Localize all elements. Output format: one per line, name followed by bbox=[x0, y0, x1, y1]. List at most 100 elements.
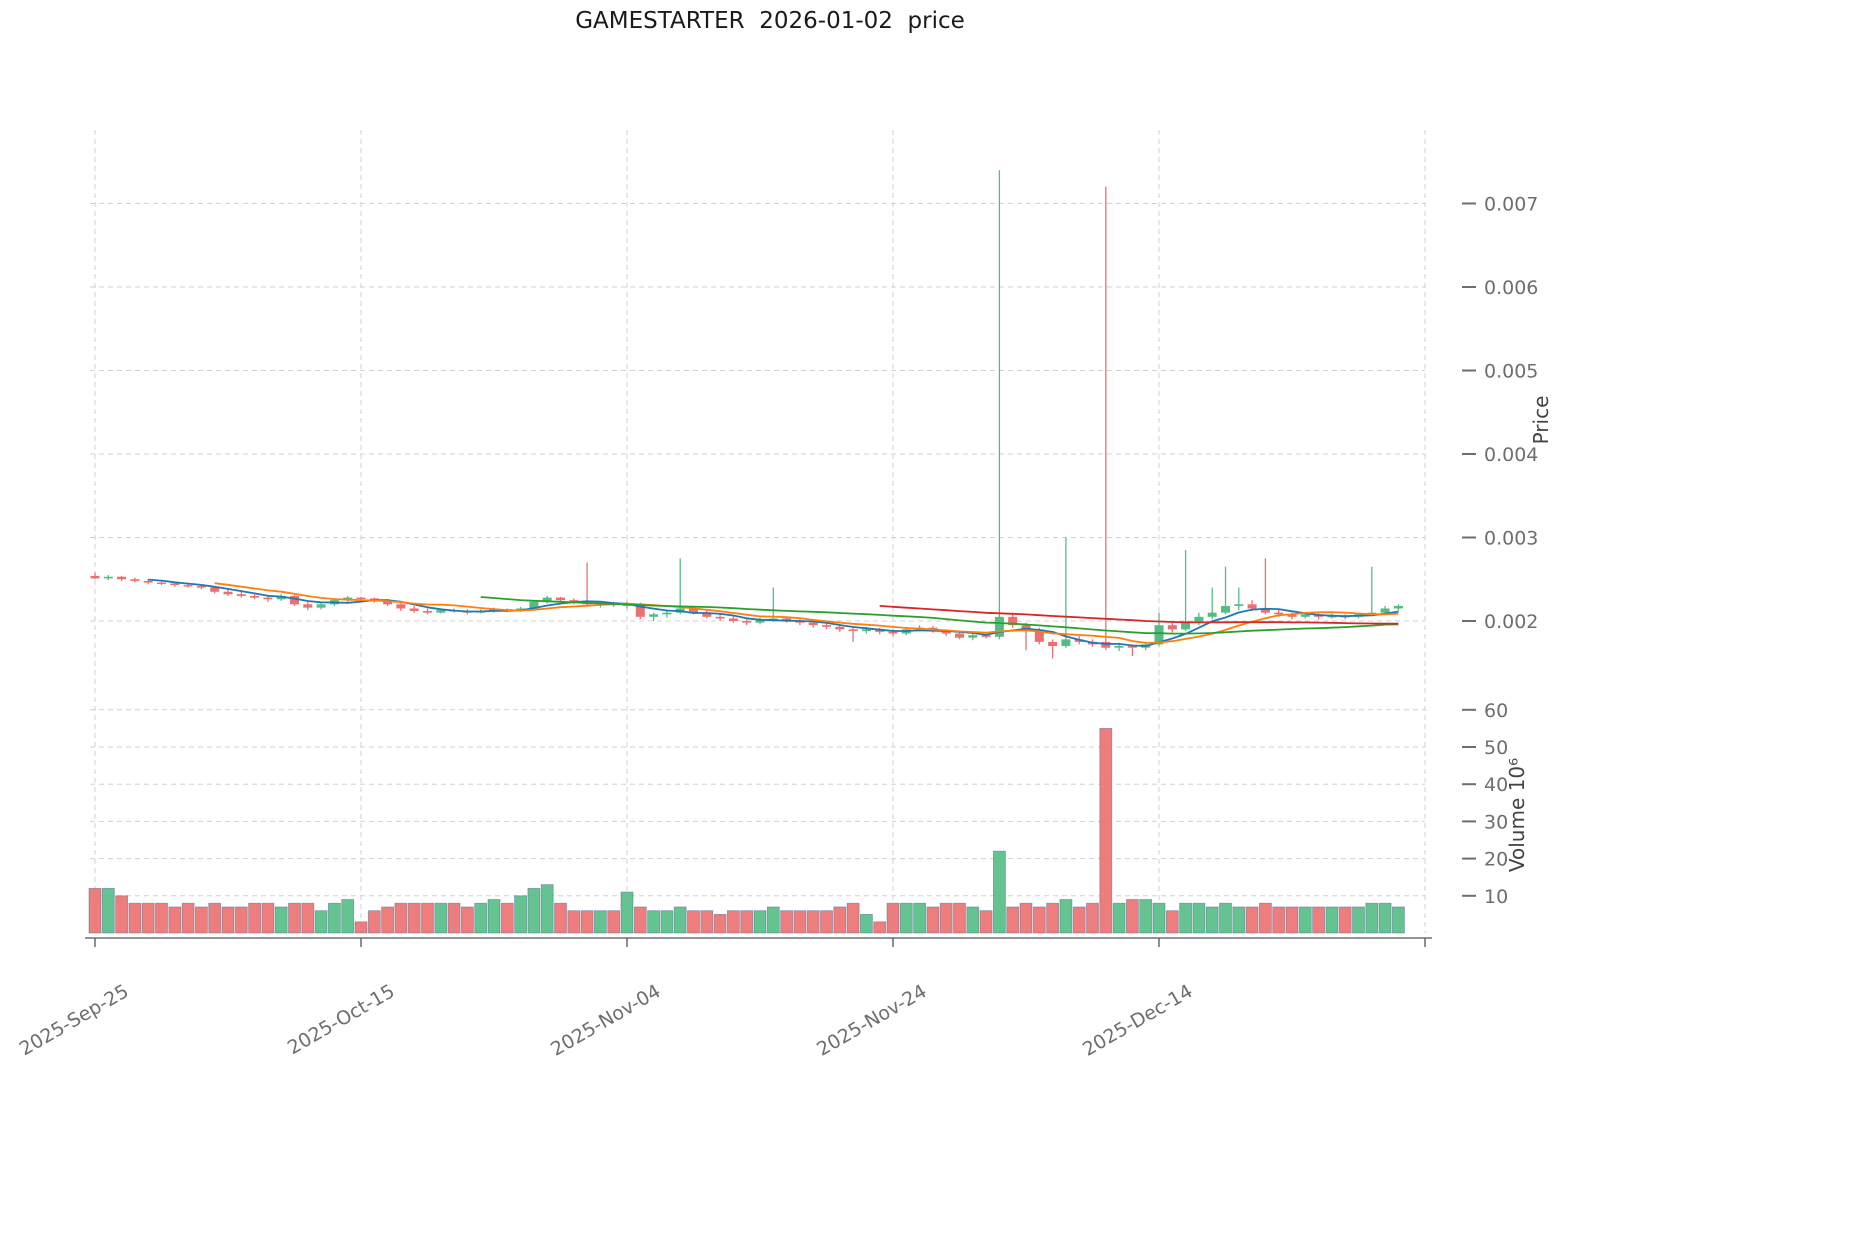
volume-bar bbox=[926, 906, 940, 934]
x-tick-label: 2025-Nov-04 bbox=[547, 980, 664, 1060]
candle-body bbox=[290, 595, 299, 605]
volume-bar bbox=[1126, 899, 1139, 934]
candle-body bbox=[303, 604, 313, 608]
candle-body bbox=[276, 595, 286, 600]
candle-body bbox=[1327, 615, 1337, 618]
volume-bar bbox=[1378, 902, 1392, 934]
volume-bar bbox=[155, 902, 168, 934]
volume-layer bbox=[88, 728, 1405, 934]
candle-body bbox=[1181, 622, 1191, 630]
chart-title: GAMESTARTER 2026-01-02 price bbox=[575, 8, 965, 34]
candle-body bbox=[316, 604, 326, 608]
candle-body bbox=[542, 597, 552, 602]
volume-bar bbox=[833, 906, 847, 934]
volume-bar bbox=[128, 902, 142, 934]
volume-bar bbox=[780, 910, 793, 934]
volume-bar bbox=[580, 910, 594, 934]
volume-bar bbox=[394, 902, 408, 934]
volume-tick-label: 10 bbox=[1484, 886, 1508, 908]
x-tick-label: 2025-Oct-15 bbox=[284, 980, 399, 1059]
volume-bar bbox=[540, 884, 554, 934]
candle-body bbox=[1274, 612, 1284, 615]
candle-body bbox=[888, 631, 898, 634]
candle-body bbox=[1074, 639, 1084, 642]
candle-body bbox=[1048, 641, 1058, 647]
volume-bar bbox=[1112, 902, 1126, 934]
volume-bar bbox=[115, 895, 128, 934]
candle-body bbox=[955, 633, 964, 638]
volume-bar bbox=[1365, 902, 1379, 934]
x-tick-label: 2025-Dec-14 bbox=[1079, 980, 1197, 1061]
volume-bar bbox=[1192, 902, 1206, 934]
candle-body bbox=[250, 595, 260, 598]
volume-bar bbox=[248, 902, 262, 934]
candle-body bbox=[968, 635, 978, 638]
volume-bar bbox=[181, 902, 195, 934]
volume-bar bbox=[221, 906, 235, 934]
candle-body bbox=[1034, 629, 1044, 642]
volume-bar bbox=[673, 906, 687, 934]
candle-body bbox=[143, 580, 153, 583]
volume-bar bbox=[460, 906, 474, 934]
volume-bar bbox=[1152, 902, 1166, 934]
candle-body bbox=[103, 576, 113, 579]
candle-body bbox=[861, 629, 871, 632]
volume-bar bbox=[88, 887, 102, 934]
volume-bar bbox=[314, 910, 328, 934]
volume-bar bbox=[660, 910, 674, 934]
volume-bar bbox=[846, 902, 860, 934]
x-tick-label: 2025-Sep-25 bbox=[16, 980, 133, 1060]
volume-bar bbox=[607, 910, 621, 934]
volume-bar bbox=[793, 910, 807, 934]
candle-body bbox=[1300, 614, 1310, 617]
volume-bar bbox=[1205, 906, 1219, 934]
ma-line-MA60 bbox=[879, 605, 1399, 625]
candle-body bbox=[423, 610, 432, 613]
candle-body bbox=[848, 629, 858, 632]
volume-bar bbox=[208, 902, 222, 934]
volume-bar bbox=[806, 910, 820, 934]
candle-body bbox=[196, 585, 206, 588]
volume-bar bbox=[1272, 906, 1286, 934]
volume-bar bbox=[1325, 906, 1339, 934]
candle-layer bbox=[90, 170, 1403, 659]
volume-bar bbox=[407, 902, 421, 934]
volume-bar bbox=[713, 914, 727, 934]
candle-body bbox=[356, 597, 366, 600]
candle-body bbox=[994, 616, 1004, 637]
candle-body bbox=[90, 575, 100, 579]
volume-bar bbox=[434, 902, 448, 934]
volume-bar bbox=[1338, 906, 1352, 934]
ma-line-MA30 bbox=[480, 596, 1399, 635]
candle-body bbox=[1260, 608, 1270, 613]
candle-body bbox=[1221, 605, 1230, 613]
candle-body bbox=[715, 616, 725, 619]
volume-bar bbox=[487, 899, 501, 934]
volume-bar bbox=[341, 899, 355, 934]
volume-bar bbox=[500, 902, 514, 934]
candle-body bbox=[409, 608, 419, 611]
ma-layer bbox=[148, 578, 1399, 647]
volume-bar bbox=[567, 910, 581, 934]
candle-body bbox=[556, 597, 565, 601]
candle-body bbox=[396, 604, 406, 609]
candle-body bbox=[1234, 604, 1244, 606]
volume-bar bbox=[647, 910, 660, 934]
candle-body bbox=[1167, 625, 1177, 630]
volume-bar bbox=[554, 902, 567, 934]
candle-body bbox=[808, 622, 818, 626]
volume-bar bbox=[1165, 910, 1179, 934]
candle-body bbox=[728, 618, 738, 621]
volume-bar bbox=[288, 902, 301, 934]
candle-body bbox=[436, 610, 446, 613]
candle-body bbox=[1127, 646, 1137, 648]
volume-bar bbox=[700, 910, 714, 934]
candle-body bbox=[941, 631, 951, 634]
volume-bar bbox=[168, 906, 182, 934]
volume-bar bbox=[727, 910, 740, 934]
candle-body bbox=[782, 618, 792, 621]
volume-bar bbox=[1086, 902, 1099, 934]
price-tick-label: 0.005 bbox=[1484, 361, 1538, 383]
volume-tick-label: 40 bbox=[1484, 774, 1508, 796]
